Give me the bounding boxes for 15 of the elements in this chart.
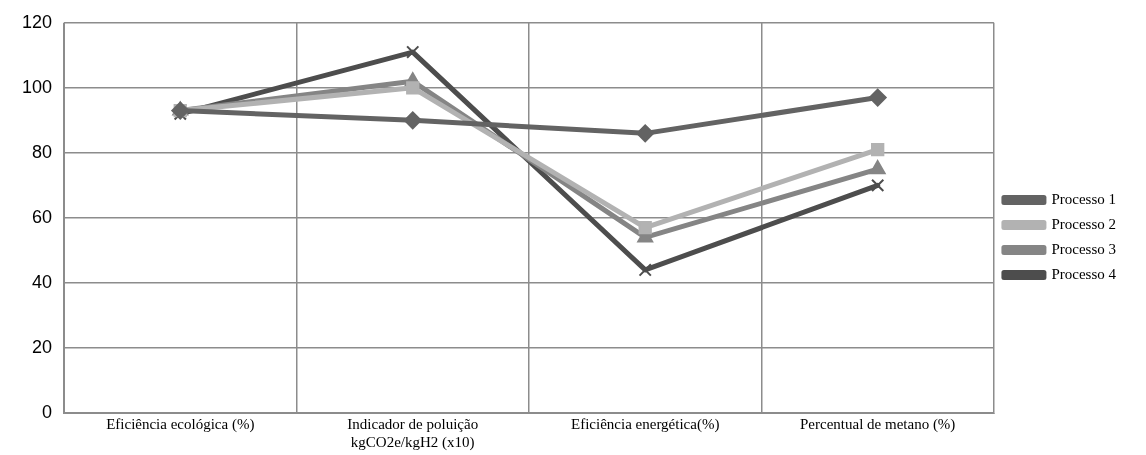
legend-label: Processo 4 xyxy=(1051,265,1117,282)
legend-label: Processo 1 xyxy=(1051,190,1116,207)
y-tick-label: 40 xyxy=(32,271,53,292)
x-tick-label: Percentual de metano (%) xyxy=(800,415,956,433)
x-tick-label: Eficiência energética(%) xyxy=(571,415,720,433)
y-tick-label: 0 xyxy=(42,401,53,422)
legend-label: Processo 3 xyxy=(1051,240,1116,257)
x-tick-label: Indicador de poluição kgCO2e/kgH2 (x10) xyxy=(347,415,479,451)
y-tick-label: 20 xyxy=(32,336,53,357)
y-tick-label: 60 xyxy=(32,206,53,227)
y-tick-label: 100 xyxy=(21,76,53,97)
x-tick-label: Eficiência ecológica (%) xyxy=(106,415,255,433)
legend-label: Processo 2 xyxy=(1051,215,1116,232)
y-tick-label: 120 xyxy=(21,11,53,32)
y-tick-label: 80 xyxy=(32,141,53,162)
